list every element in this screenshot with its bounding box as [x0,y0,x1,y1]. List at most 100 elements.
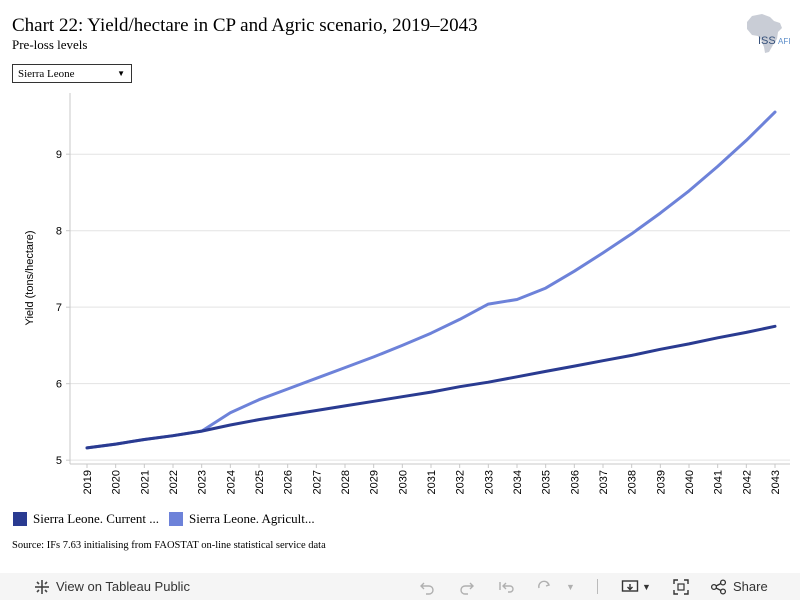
data-point[interactable] [483,299,493,309]
x-tick-label: 2041 [713,470,725,494]
legend-label: Sierra Leone. Current ... [33,511,159,526]
data-point[interactable] [512,372,522,382]
chart-title: Chart 22: Yield/hectare in CP and Agric … [12,15,478,36]
data-point[interactable] [741,135,751,145]
legend-swatch [168,512,183,526]
x-tick-label: 2026 [283,470,295,494]
data-point[interactable] [254,415,264,425]
x-tick-label: 2040 [684,470,696,494]
chart-subtitle: Pre-loss levels [12,37,88,52]
y-axis-title: Yield (tons/hectare) [24,231,36,326]
data-point[interactable] [111,439,121,449]
data-point[interactable] [369,352,379,362]
data-point[interactable] [569,266,579,276]
data-point[interactable] [684,339,694,349]
data-point[interactable] [713,333,723,343]
source-note: Source: IFs 7.63 initialising from FAOST… [12,540,326,551]
toolbar-divider [597,579,598,594]
x-tick-label: 2020 [111,470,123,494]
data-point[interactable] [426,328,436,338]
africa-map-icon [747,14,782,53]
data-point[interactable] [82,443,92,453]
data-point[interactable] [512,295,522,305]
data-point[interactable] [627,350,637,360]
undo-button[interactable] [418,573,436,600]
refresh-button[interactable] [536,573,554,600]
data-point[interactable] [770,107,780,117]
revert-button[interactable] [497,573,515,600]
x-tick-label: 2028 [340,470,352,494]
data-point[interactable] [455,382,465,392]
chevron-down-icon: ▼ [642,581,651,592]
data-point[interactable] [225,408,235,418]
data-point[interactable] [541,366,551,376]
data-point[interactable] [311,373,321,383]
refresh-menu-button[interactable]: ▼ [566,573,575,600]
x-tick-labels: 2019 2020 2021 2022 2023 2024 2025 2026 2027 2028… [82,464,782,494]
y-tick-label: 8 [56,226,62,238]
tableau-logo-icon [35,579,49,594]
series-lines [82,107,780,453]
y-tick-label: 6 [56,379,62,391]
data-point[interactable] [684,186,694,196]
data-point[interactable] [397,340,407,350]
issafrica-logo: ISS AFI [747,14,790,53]
country-filter-dropdown[interactable]: Sierra Leone ▼ [12,64,132,83]
data-point[interactable] [541,283,551,293]
data-point[interactable] [655,344,665,354]
legend-item-current-path[interactable]: Sierra Leone. Current ... [13,511,159,527]
data-point[interactable] [283,384,293,394]
data-point[interactable] [369,396,379,406]
x-tick-label: 2025 [254,470,266,494]
data-point[interactable] [569,361,579,371]
data-point[interactable] [139,435,149,445]
revert-icon [499,581,514,593]
logo-suffix: AFI [778,37,790,46]
data-point[interactable] [311,405,321,415]
series-line-1[interactable] [85,110,777,450]
data-point[interactable] [225,420,235,430]
data-point[interactable] [254,395,264,405]
data-point[interactable] [483,377,493,387]
data-point[interactable] [713,161,723,171]
view-on-tableau-link[interactable]: View on Tableau Public [34,573,190,600]
undo-icon [420,582,434,595]
data-point[interactable] [197,426,207,436]
data-point[interactable] [340,363,350,373]
data-point[interactable] [455,314,465,324]
gridlines [70,153,790,461]
data-point[interactable] [741,327,751,337]
data-point[interactable] [283,410,293,420]
x-tick-label: 2035 [541,470,553,494]
download-icon [621,579,639,592]
data-point[interactable] [340,401,350,411]
x-tick-label: 2039 [655,470,667,494]
y-tick-label: 5 [56,455,62,467]
legend-item-agriculture[interactable]: Sierra Leone. Agricult... [168,511,315,527]
data-point[interactable] [168,431,178,441]
series-line-0[interactable] [85,324,777,450]
data-point[interactable] [627,229,637,239]
x-tick-label: 2027 [311,470,323,494]
data-point[interactable] [426,387,436,397]
download-button[interactable]: ▼ [621,573,651,600]
data-point[interactable] [598,356,608,366]
country-filter-value: Sierra Leone [18,67,75,80]
x-tick-label: 2037 [598,470,610,494]
fullscreen-icon [673,578,689,595]
data-point[interactable] [770,321,780,331]
redo-button[interactable] [458,573,476,600]
x-tick-label: 2042 [741,470,753,494]
chevron-down-icon: ▼ [117,69,125,78]
fullscreen-button[interactable] [673,573,689,600]
x-tick-label: 2036 [569,470,581,494]
data-point[interactable] [655,208,665,218]
share-button[interactable]: Share [710,573,768,600]
y-tick-label: 7 [56,302,62,314]
data-point[interactable] [397,392,407,402]
y-tick-labels: 5 6 7 8 9 [56,149,70,467]
data-point[interactable] [598,248,608,258]
x-tick-label: 2023 [197,470,209,494]
refresh-icon [538,580,551,588]
